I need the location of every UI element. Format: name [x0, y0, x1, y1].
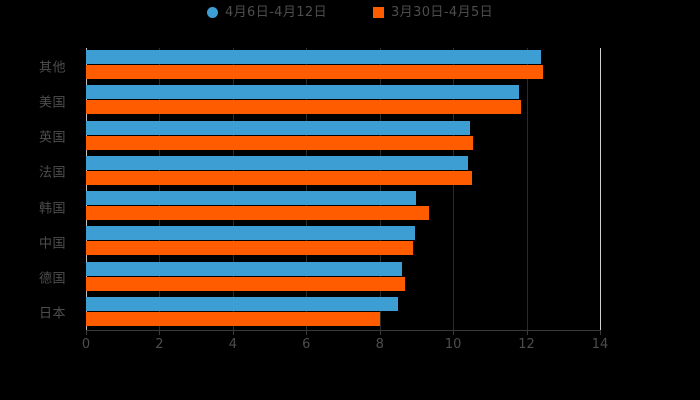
bar[interactable] [86, 206, 430, 220]
legend-item-series-0[interactable]: 4月6日-4月12日 [206, 5, 327, 20]
gridline-2 [159, 48, 161, 330]
y-axis-label: 日本 [38, 306, 66, 322]
bar-group [86, 154, 600, 189]
chart-legend: 4月6日-4月12日 3月30日-4月5日 [0, 6, 700, 19]
x-tick-label: 0 [81, 337, 91, 352]
gridline-0 [86, 48, 87, 330]
x-tick-mark [379, 331, 381, 335]
bar[interactable] [86, 100, 522, 115]
gridline-10 [453, 48, 455, 330]
x-tick-mark [526, 331, 528, 335]
y-axis-label: 法国 [38, 165, 66, 181]
gridline-12 [526, 48, 528, 330]
legend-marker-square-icon [373, 7, 384, 18]
x-tick-label: 10 [444, 337, 462, 352]
bar[interactable] [86, 276, 406, 291]
bar-group [86, 48, 600, 83]
x-tick-label: 2 [155, 337, 164, 352]
x-tick-mark [159, 331, 161, 335]
bar[interactable] [86, 120, 470, 135]
x-tick-label: 6 [302, 337, 311, 352]
x-tick-label: 14 [591, 337, 609, 352]
bar-group [86, 119, 600, 154]
gridline-8 [379, 48, 381, 330]
bar[interactable] [86, 241, 413, 256]
bar[interactable] [86, 261, 402, 276]
legend-label-series-1: 3月30日-4月5日 [391, 5, 494, 20]
bar-group [86, 224, 600, 259]
bar[interactable] [86, 65, 544, 79]
bar[interactable] [86, 191, 417, 205]
bar[interactable] [86, 155, 468, 170]
bar[interactable] [86, 170, 472, 185]
x-axis-line [86, 330, 601, 331]
legend-item-series-1[interactable]: 3月30日-4月5日 [373, 6, 493, 19]
x-tick-label: 4 [228, 337, 237, 352]
bar[interactable] [86, 296, 399, 311]
bar[interactable] [86, 311, 380, 326]
gridline-4 [232, 48, 234, 330]
bar[interactable] [86, 50, 542, 64]
x-tick-label: 8 [375, 337, 384, 352]
bar-group [86, 260, 600, 295]
y-axis-label: 英国 [38, 130, 66, 146]
gridline-14 [600, 48, 601, 330]
y-axis-label: 德国 [38, 271, 66, 287]
y-axis-labels: 其他美国英国法国韩国中国德国日本 [0, 48, 78, 330]
bar[interactable] [86, 135, 474, 150]
x-axis-ticks: 0 2 4 6 8 10 12 14 [82, 331, 608, 355]
y-axis-label: 其他 [38, 60, 66, 76]
bar-group [86, 189, 600, 224]
bar[interactable] [86, 85, 520, 100]
plot-area [86, 48, 601, 330]
x-tick-mark [306, 331, 308, 335]
x-tick-mark [600, 331, 601, 335]
gridline-6 [306, 48, 308, 330]
bar[interactable] [86, 226, 415, 241]
y-axis-label: 中国 [38, 236, 66, 252]
x-tick-label: 12 [518, 337, 535, 352]
bar-group [86, 83, 600, 118]
x-tick-mark [86, 331, 87, 335]
legend-marker-circle-icon [206, 7, 218, 18]
x-tick-mark [232, 331, 234, 335]
y-axis-label: 韩国 [38, 201, 66, 217]
y-axis-label: 美国 [38, 95, 66, 111]
x-tick-mark [453, 331, 455, 335]
legend-label-series-0: 4月6日-4月12日 [224, 5, 327, 20]
bar-group [86, 295, 600, 330]
